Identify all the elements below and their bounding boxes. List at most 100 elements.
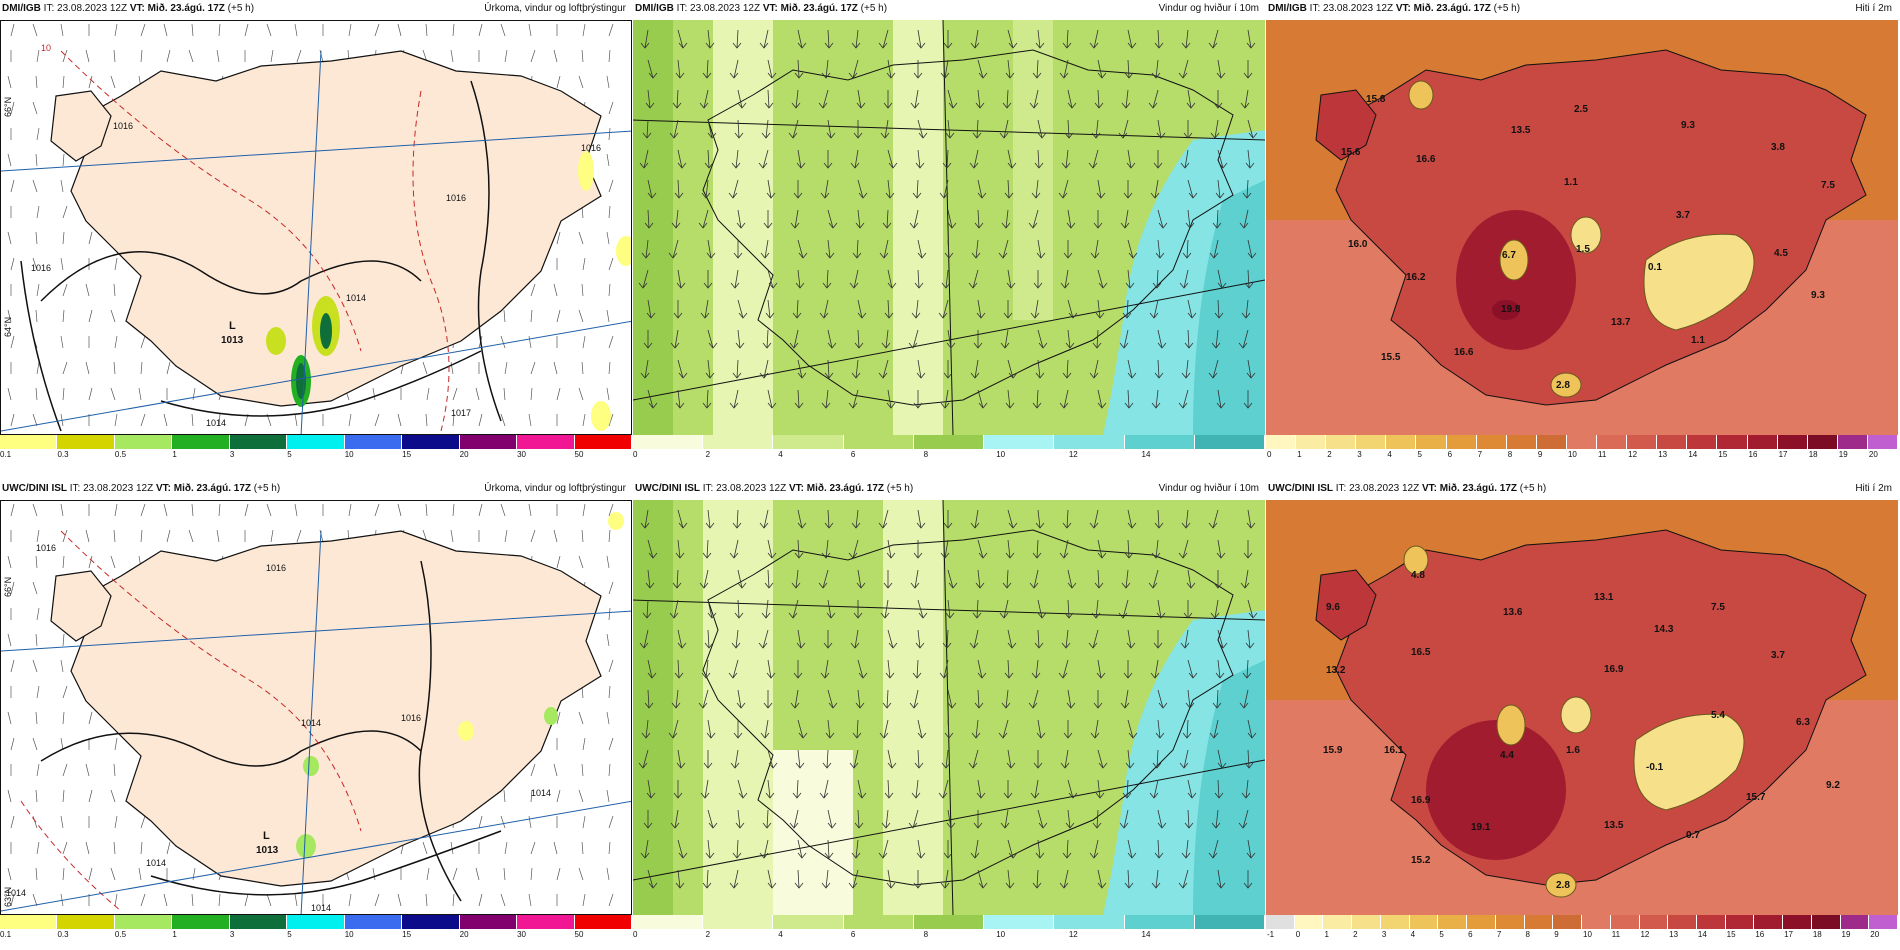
wind-barb <box>244 893 249 907</box>
glacier-drangajokull <box>1403 545 1429 575</box>
wind-arrow <box>880 599 890 619</box>
wind-barb <box>294 413 298 427</box>
wind-arrow <box>1124 59 1134 79</box>
wind-arrow <box>1031 659 1041 679</box>
wind-barb <box>530 529 536 543</box>
wind-barb <box>504 529 508 543</box>
wind-barb <box>36 607 40 621</box>
wind-barb <box>450 841 454 855</box>
colorbar-tick-label: 0 <box>633 930 638 939</box>
wind-arrow <box>1093 690 1103 709</box>
model-name: UWC/DINI ISL <box>1268 483 1333 494</box>
wind-barb <box>163 413 168 427</box>
precip-area <box>303 756 319 776</box>
wind-barb <box>60 737 64 751</box>
wind-arrow <box>1089 29 1099 49</box>
wind-arrow <box>737 89 747 109</box>
wind-arrow <box>1089 509 1099 529</box>
wind-barb <box>266 503 272 517</box>
wind-arrow <box>916 359 926 379</box>
wind-barb <box>88 309 93 323</box>
temp-value: 4.8 <box>1411 570 1425 581</box>
precip-core <box>320 313 332 349</box>
wind-barb <box>140 335 146 349</box>
wind-arrow <box>1217 149 1228 169</box>
wind-arrow <box>698 689 709 709</box>
glacier-myrdalsjokull <box>1550 372 1582 398</box>
wind-arrow <box>818 569 829 589</box>
wind-barb <box>32 581 38 595</box>
wind-barb <box>110 789 116 803</box>
wind-arrow <box>1097 269 1108 289</box>
wind-arrow <box>848 869 859 889</box>
wind-arrow <box>908 329 919 349</box>
wind-arrow <box>1059 59 1069 79</box>
wind-barb <box>504 841 508 855</box>
colorbar-tick-label: 10 <box>344 930 354 939</box>
wind-barb <box>10 659 15 673</box>
wind-arrow <box>1246 359 1256 379</box>
wind-arrow <box>885 179 895 199</box>
panel-wind-uwc: UWC/DINI ISL IT: 23.08.2023 12Z VT: Mið.… <box>633 480 1265 940</box>
wind-barb <box>452 387 458 401</box>
isobar-label: 1017 <box>451 408 471 418</box>
wind-barb <box>88 555 93 569</box>
wind-barb <box>114 413 118 427</box>
wind-barb <box>60 23 64 37</box>
wind-arrow <box>647 59 658 79</box>
colorbar-tick-label: 30 <box>517 450 526 459</box>
temp-value: 9.3 <box>1681 120 1695 131</box>
wind-arrow <box>1209 719 1219 739</box>
wind-barb <box>452 503 455 517</box>
colorbar-tick-label: 14 <box>1141 450 1151 459</box>
wind-barb <box>556 387 561 401</box>
wind-barb <box>553 841 558 855</box>
wind-arrow <box>1187 179 1198 199</box>
wind-arrow <box>767 539 777 559</box>
wind-arrow <box>1095 299 1105 319</box>
wind-barb <box>478 503 483 517</box>
precip-area <box>544 707 558 725</box>
wind-barb <box>606 789 610 803</box>
panel-header: UWC/DINI ISL IT: 23.08.2023 12Z VT: Mið.… <box>1266 480 1898 498</box>
colorbar-swatch <box>1747 435 1778 449</box>
wind-arrow <box>1127 509 1137 529</box>
wind-arrow <box>1178 539 1189 559</box>
wind-arrow <box>1034 629 1044 649</box>
wind-barb <box>578 867 584 881</box>
wind-barb <box>32 737 38 751</box>
westfjords <box>50 570 112 642</box>
wind-barb <box>578 309 584 323</box>
colorbar-swatch <box>1266 435 1297 449</box>
wind-arrow <box>767 59 777 79</box>
wind-barb <box>62 283 68 297</box>
wind-barb <box>188 529 194 543</box>
wind-arrow <box>698 209 709 229</box>
wind-arrow <box>1123 180 1133 199</box>
wind-barb <box>7 153 12 167</box>
wind-barb <box>35 555 38 569</box>
map-area: L 1013 1016 1016 1016 1016 1014 1014 101… <box>0 20 632 435</box>
wind-band <box>703 500 773 915</box>
wind-arrow <box>1067 779 1078 799</box>
wind-arrow <box>1032 869 1042 889</box>
wind-barb <box>62 529 68 543</box>
temp-value: 3.7 <box>1676 210 1690 221</box>
panel-title: Vindur og hviður í 10m <box>1158 3 1259 14</box>
colorbar-swatch <box>1495 915 1525 929</box>
wind-barb <box>32 257 38 271</box>
isobar <box>40 251 422 302</box>
wind-arrow <box>640 29 650 49</box>
wind-arrow <box>851 29 861 49</box>
wind-arrow <box>671 689 681 709</box>
wind-arrow <box>1150 179 1160 199</box>
wind-barb <box>110 387 116 401</box>
temp-contour <box>20 800 122 912</box>
wind-barb <box>608 815 614 829</box>
wind-barb <box>60 659 64 673</box>
wind-barb <box>606 867 610 881</box>
wind-arrow <box>1241 779 1251 799</box>
wind-arrow <box>1215 179 1225 199</box>
init-time: IT: 23.08.2023 12Z <box>676 3 761 14</box>
wind-barb <box>32 101 38 115</box>
